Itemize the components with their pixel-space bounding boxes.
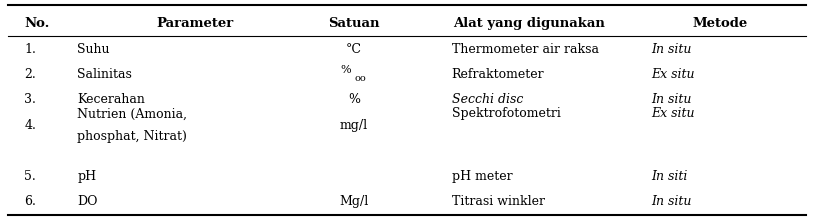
Text: mg/l: mg/l [340, 119, 368, 132]
Text: %: % [340, 65, 352, 75]
Text: In situ: In situ [651, 42, 692, 55]
Text: Satuan: Satuan [328, 16, 380, 30]
Text: In situ: In situ [651, 94, 692, 106]
Text: 5.: 5. [24, 170, 36, 183]
Text: 1.: 1. [24, 42, 37, 55]
Text: 6.: 6. [24, 195, 37, 208]
Text: phosphat, Nitrat): phosphat, Nitrat) [77, 130, 187, 143]
Text: In siti: In siti [651, 170, 688, 183]
Text: 4.: 4. [24, 119, 37, 132]
Text: Nutrien (Amonia,: Nutrien (Amonia, [77, 107, 187, 120]
Text: 3.: 3. [24, 94, 37, 106]
Text: No.: No. [24, 16, 50, 30]
Text: 2.: 2. [24, 68, 36, 81]
Text: Kecerahan: Kecerahan [77, 94, 145, 106]
Text: Thermometer air raksa: Thermometer air raksa [452, 42, 599, 55]
Text: DO: DO [77, 195, 98, 208]
Text: Suhu: Suhu [77, 42, 110, 55]
Text: Parameter: Parameter [157, 16, 234, 30]
Text: Refraktometer: Refraktometer [452, 68, 545, 81]
Text: Metode: Metode [693, 16, 748, 30]
Text: In situ: In situ [651, 195, 692, 208]
Text: Ex situ: Ex situ [651, 107, 694, 120]
Text: Ex situ: Ex situ [651, 68, 694, 81]
Text: Secchi disc: Secchi disc [452, 94, 523, 106]
Text: Titrasi winkler: Titrasi winkler [452, 195, 545, 208]
Text: °C: °C [346, 42, 362, 55]
Text: Spektrofotometri: Spektrofotometri [452, 107, 561, 120]
Text: pH meter: pH meter [452, 170, 512, 183]
Text: oo: oo [355, 74, 366, 83]
Text: Salinitas: Salinitas [77, 68, 132, 81]
Text: Alat yang digunakan: Alat yang digunakan [453, 16, 605, 30]
Text: pH: pH [77, 170, 96, 183]
Text: Mg/l: Mg/l [339, 195, 369, 208]
Text: %: % [348, 94, 360, 106]
